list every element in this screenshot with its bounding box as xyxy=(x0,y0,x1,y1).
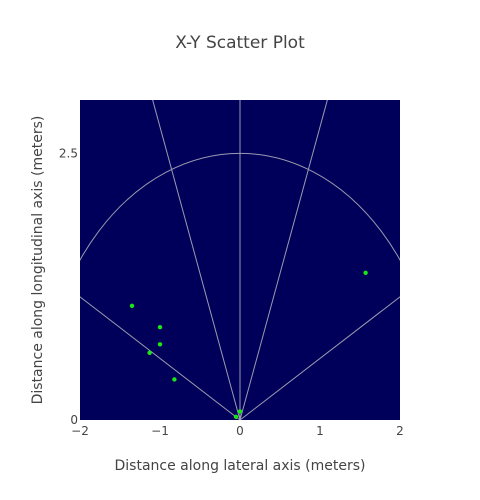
x-tick-label: 0 xyxy=(236,424,244,438)
y-tick-label: 0 xyxy=(70,413,78,427)
x-tick-label: 1 xyxy=(316,424,324,438)
x-tick-label: 2 xyxy=(396,424,404,438)
guide-ray xyxy=(239,100,328,420)
x-tick-label: −2 xyxy=(71,424,89,438)
data-point xyxy=(157,325,163,330)
data-point xyxy=(129,303,135,309)
x-axis-title: Distance along lateral axis (meters) xyxy=(114,458,366,474)
data-point xyxy=(147,350,152,355)
guide-ray xyxy=(80,296,241,420)
y-axis-ticks: 02.5 xyxy=(59,146,78,427)
x-axis-ticks: −2 −1 0 1 2 xyxy=(71,424,404,438)
x-tick-label: −1 xyxy=(151,424,169,438)
chart-title: X-Y Scatter Plot xyxy=(175,33,305,53)
data-point xyxy=(172,377,177,382)
data-point xyxy=(363,270,368,275)
guide-ray xyxy=(152,100,241,420)
data-points xyxy=(129,270,368,419)
data-point xyxy=(233,414,239,419)
data-point xyxy=(157,342,163,347)
y-tick-label: 2.5 xyxy=(59,146,78,160)
data-point xyxy=(237,409,243,414)
guide-lines xyxy=(80,100,400,420)
y-axis-title: Distance along longitudinal axis (meters… xyxy=(30,115,46,405)
guide-ray xyxy=(239,296,400,420)
